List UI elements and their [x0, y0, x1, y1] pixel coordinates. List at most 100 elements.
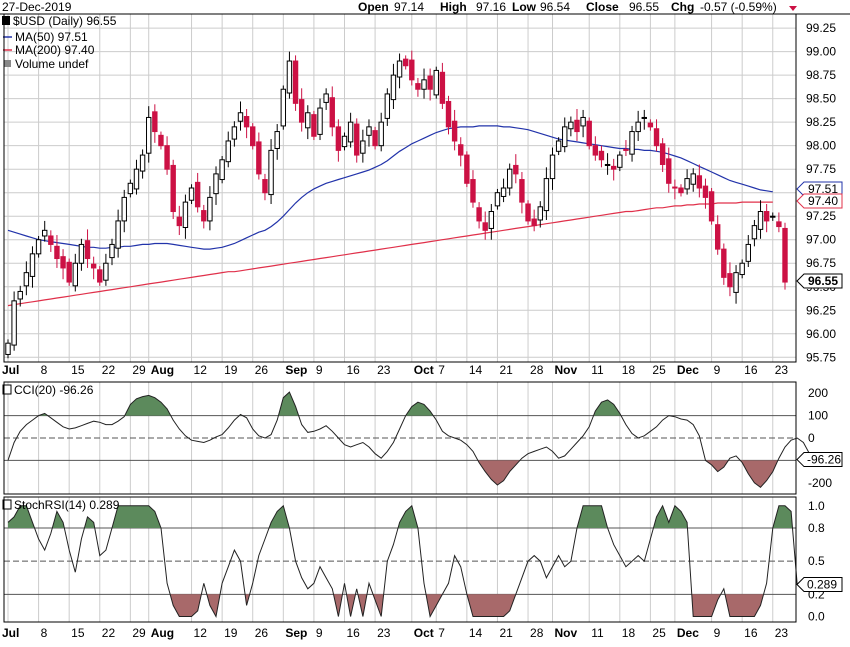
x-axis-label: 25 — [652, 363, 666, 377]
x-axis-label: Aug — [151, 363, 174, 377]
candle-body — [684, 178, 690, 190]
candle-body — [745, 243, 751, 262]
stochrsi-panel-frame — [3, 496, 797, 623]
x-axis-label: 9 — [316, 626, 323, 640]
stochrsi-oversold-fill — [725, 594, 764, 617]
stochrsi-oversold-fill — [373, 594, 384, 617]
x-axis-label: 9 — [714, 363, 721, 377]
last-value-label: 97.40 — [808, 194, 838, 208]
candle-body — [366, 126, 372, 136]
candle-body — [641, 116, 647, 119]
volume-legend-icon — [4, 60, 11, 67]
candle-body — [629, 131, 635, 155]
header-low: 96.54 — [540, 0, 570, 14]
candle-body — [421, 79, 427, 90]
candle-body — [464, 154, 470, 184]
candle-body — [598, 150, 605, 161]
candle-body — [146, 116, 152, 154]
candle-body — [574, 119, 580, 133]
candle-body — [482, 222, 488, 231]
candle-body — [543, 178, 550, 212]
x-axis-label: 16 — [744, 626, 758, 640]
stochrsi-oversold-fill — [691, 594, 721, 617]
candle-body — [715, 224, 721, 250]
legend-title: $USD (Daily) 96.55 — [13, 14, 117, 28]
candle-body — [219, 159, 225, 181]
x-axis-label: 14 — [469, 626, 483, 640]
candle-body — [702, 185, 709, 198]
ma50-line — [7, 125, 773, 250]
x-axis-label: 19 — [224, 363, 238, 377]
candle-body — [213, 173, 219, 195]
stochrsi-last-value-label: 0.289 — [807, 578, 837, 592]
candle-body — [696, 175, 703, 189]
legend-volume: Volume undef — [15, 57, 89, 71]
candle-body — [280, 88, 287, 127]
stochrsi-oversold-fill — [466, 594, 516, 617]
candle-body — [623, 148, 629, 151]
candle-body — [256, 141, 262, 175]
candle-body — [182, 201, 189, 229]
candle-body — [427, 75, 433, 90]
x-axis-label: 26 — [255, 363, 269, 377]
candle-body — [17, 290, 23, 300]
candle-body — [347, 121, 354, 143]
x-axis-label: 7 — [438, 626, 445, 640]
candle-body — [152, 111, 158, 133]
candle-body — [72, 262, 78, 287]
candle-body — [537, 206, 543, 221]
candle-body — [678, 187, 684, 194]
x-axis-label: 7 — [438, 363, 445, 377]
x-axis-label: 12 — [194, 626, 208, 640]
x-axis-label: 16 — [744, 363, 758, 377]
x-axis-label: 8 — [41, 626, 48, 640]
price-y-tick: 97.75 — [806, 162, 836, 176]
candle-body — [48, 235, 54, 245]
candle-body — [439, 71, 446, 104]
candle-body — [133, 168, 140, 190]
legend-ma200: MA(200) 97.40 — [15, 43, 95, 57]
candle-body — [390, 74, 397, 101]
stochrsi-oversold-fill — [426, 594, 443, 617]
x-axis-label: 11 — [591, 363, 604, 377]
candle-body — [127, 182, 134, 195]
header-close-label: Close — [586, 0, 619, 14]
candle-body — [555, 140, 562, 152]
x-axis-label: Sep — [285, 363, 307, 377]
cci-overbought-fill — [124, 395, 171, 416]
candle-body — [451, 120, 458, 142]
candle-body — [708, 191, 715, 222]
x-axis-label: 15 — [71, 626, 85, 640]
candle-body — [776, 221, 782, 228]
x-axis-label: 26 — [255, 626, 269, 640]
candle-body — [97, 269, 103, 283]
candle-body — [384, 93, 391, 119]
candle-body — [580, 116, 586, 127]
header-date: 27-Dec-2019 — [2, 0, 72, 14]
x-axis-label: 18 — [622, 363, 636, 377]
candle-body — [78, 243, 85, 264]
x-axis-label: 21 — [499, 363, 513, 377]
stochrsi-y-tick: 0.0 — [808, 609, 825, 623]
price-y-tick: 98.50 — [806, 92, 836, 106]
candle-body — [170, 164, 176, 213]
candle-body — [592, 145, 599, 156]
x-axis-label: Nov — [555, 626, 578, 640]
price-y-tick: 98.75 — [806, 68, 836, 82]
price-y-tick: 98.00 — [806, 139, 836, 153]
candle-body — [494, 192, 501, 207]
cci-oversold-fill — [705, 460, 729, 472]
x-axis-label: Oct — [414, 626, 434, 640]
candle-body — [653, 128, 660, 147]
x-axis-label: Jul — [2, 363, 19, 377]
candle-body — [335, 126, 342, 151]
candle-body — [378, 121, 384, 147]
x-axis-label: Oct — [414, 363, 434, 377]
stochrsi-y-tick: 1.0 — [808, 499, 825, 513]
header-high-label: High — [440, 0, 467, 14]
candle-body — [298, 99, 305, 123]
candle-body — [458, 144, 464, 156]
x-axis-label: Jul — [2, 626, 19, 640]
price-y-tick: 98.25 — [806, 115, 836, 129]
